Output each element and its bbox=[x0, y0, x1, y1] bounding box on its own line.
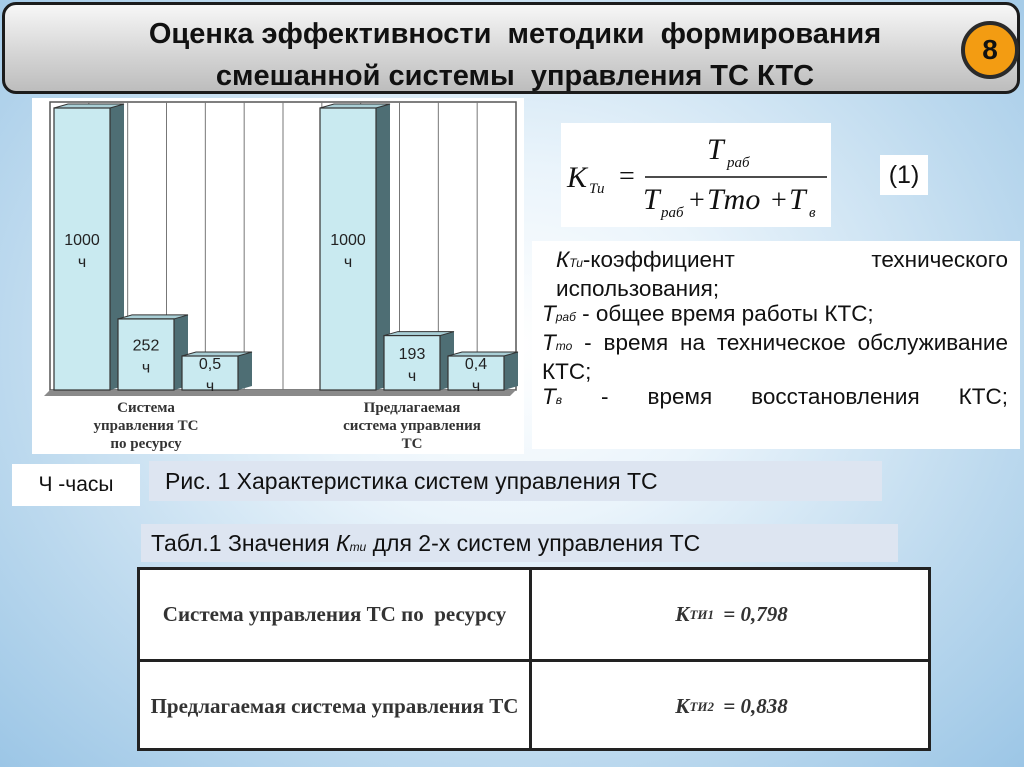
bar bbox=[117, 318, 175, 391]
bar-value-label: ч bbox=[408, 368, 416, 385]
bar bbox=[383, 334, 441, 391]
definition-subscript: раб bbox=[555, 310, 576, 324]
definition-trab: Траб - общее время работы КТС; bbox=[542, 301, 1008, 330]
slide-title-line-2: смешанной системы управления ТС КТС bbox=[215, 60, 815, 92]
table-caption: Табл.1 Значения Кти для 2-х систем управ… bbox=[141, 524, 898, 562]
bar bbox=[319, 107, 377, 391]
chart-floor bbox=[44, 390, 516, 396]
table-row: Система управления ТС по ресурсу К ТИ1 = … bbox=[140, 570, 928, 662]
bar-value-label: 1000 bbox=[330, 232, 366, 249]
definition-text: - время восстановления КТС; bbox=[562, 384, 1008, 409]
category-label: управления ТС bbox=[94, 418, 199, 434]
bar-value-label: ч bbox=[472, 378, 480, 395]
bar-top bbox=[117, 314, 189, 320]
table-caption-suffix: для 2-х систем управления ТС bbox=[366, 530, 701, 556]
formula-svg: К Ти = T раб T раб + Tто + T в bbox=[566, 133, 827, 221]
bar-value-label: ч bbox=[206, 378, 214, 395]
bar-value-label: 252 bbox=[133, 337, 160, 354]
category-label: Предлагаемая bbox=[364, 400, 461, 416]
figure-caption: Рис. 1 Характеристика систем управления … bbox=[149, 461, 882, 501]
formula-numerator: T bbox=[707, 133, 726, 166]
table-caption-symbol: К bbox=[336, 530, 350, 556]
formula-lhs-sub: Ти bbox=[589, 181, 604, 197]
formula-den-t1-sub: раб bbox=[660, 205, 684, 221]
definition-symbol: К bbox=[556, 247, 570, 272]
kti-value: = 0,798 bbox=[718, 602, 788, 626]
table-cell-kti: К ТИ2 = 0,838 bbox=[535, 662, 928, 751]
formula: К Ти = T раб T раб + Tто + T в bbox=[561, 123, 831, 227]
bar-value-label: ч bbox=[344, 254, 352, 271]
table-cell-system: Система управления ТС по ресурсу bbox=[140, 570, 532, 659]
table-cell-system: Предлагаемая система управления ТС bbox=[140, 662, 532, 751]
page-number-badge: 8 bbox=[961, 21, 1019, 79]
hours-legend: Ч -часы bbox=[12, 464, 140, 506]
kti-symbol: К bbox=[675, 694, 690, 718]
category-label: по ресурсу bbox=[110, 436, 182, 452]
kti-table: Система управления ТС по ресурсу К ТИ1 = … bbox=[137, 567, 931, 751]
definition-tv: Тв - время восстановления КТС; bbox=[542, 384, 1008, 413]
table-row: Предлагаемая система управления ТС К ТИ2 … bbox=[140, 662, 928, 751]
formula-den-plus-1: + bbox=[689, 185, 705, 216]
bar-value-label: 1000 bbox=[64, 232, 100, 249]
bar-value-label: 0,4 bbox=[465, 356, 487, 373]
formula-den-plus-2: + bbox=[771, 185, 787, 216]
kti-subscript: ТИ2 bbox=[689, 698, 715, 714]
bar bbox=[447, 355, 505, 391]
kti-symbol: К bbox=[675, 602, 690, 626]
bar-chart-svg: 1000 ч 252 ч 0,5 ч Система управления ТС по ресу… bbox=[44, 101, 519, 452]
category-label: ТС bbox=[402, 436, 423, 452]
bar-chart: 1000 ч 252 ч 0,5 ч Система управления ТС по ресу… bbox=[32, 98, 524, 454]
bar-side bbox=[376, 104, 390, 390]
definition-symbol: Т bbox=[542, 384, 556, 409]
definition-symbol: Т bbox=[542, 330, 556, 355]
definition-text: - общее время работы КТС; bbox=[575, 301, 874, 326]
equation-number: (1) bbox=[880, 155, 928, 195]
formula-den-t3-sub: в bbox=[809, 205, 816, 221]
title-bar: Оценка эффективности методики формирован… bbox=[2, 2, 1020, 94]
table-caption-subscript: ти bbox=[349, 540, 367, 554]
bar-value-label: 193 bbox=[399, 346, 426, 363]
definition-symbol: Т bbox=[542, 301, 556, 326]
formula-den-t2: Tто bbox=[707, 183, 760, 216]
bar-side bbox=[238, 352, 252, 390]
table-cell-kti: К ТИ1 = 0,798 bbox=[535, 570, 928, 659]
slide-title-line-1: Оценка эффективности методики формирован… bbox=[148, 18, 882, 50]
formula-numerator-sub: раб bbox=[726, 155, 750, 171]
kti-subscript: ТИ1 bbox=[689, 606, 715, 622]
kti-value: = 0,838 bbox=[718, 694, 788, 718]
definition-subscript: то bbox=[555, 339, 573, 353]
bar-side bbox=[504, 352, 518, 390]
table-caption-prefix: Табл.1 Значения bbox=[151, 530, 336, 556]
definition-subscript: в bbox=[555, 393, 563, 407]
bar-value-label: ч bbox=[78, 254, 86, 271]
definition-kti: КТи-коэффициент технического использован… bbox=[542, 247, 1008, 301]
bar-top bbox=[383, 331, 455, 337]
bar-value-label: ч bbox=[142, 359, 150, 376]
category-label: Система bbox=[117, 400, 175, 416]
bar-value-label: 0,5 bbox=[199, 356, 221, 373]
definition-subscript: Ти bbox=[569, 256, 583, 270]
formula-den-t1: T bbox=[643, 183, 662, 216]
definition-tto: Тто - время на техническое обслуживание … bbox=[542, 330, 1008, 384]
formula-lhs: К bbox=[566, 161, 589, 194]
definitions-box: КТи-коэффициент технического использован… bbox=[532, 241, 1020, 449]
formula-equals: = bbox=[619, 161, 635, 192]
definition-text: - время на техническое обслуживание КТС; bbox=[542, 330, 1008, 384]
bar bbox=[53, 107, 111, 391]
bar bbox=[181, 355, 239, 391]
definition-text: -коэффициент технического использования; bbox=[556, 247, 1008, 301]
formula-den-t3: T bbox=[789, 183, 808, 216]
slide-title: Оценка эффективности методики формирован… bbox=[65, 13, 965, 97]
category-label: система управления bbox=[343, 418, 481, 434]
